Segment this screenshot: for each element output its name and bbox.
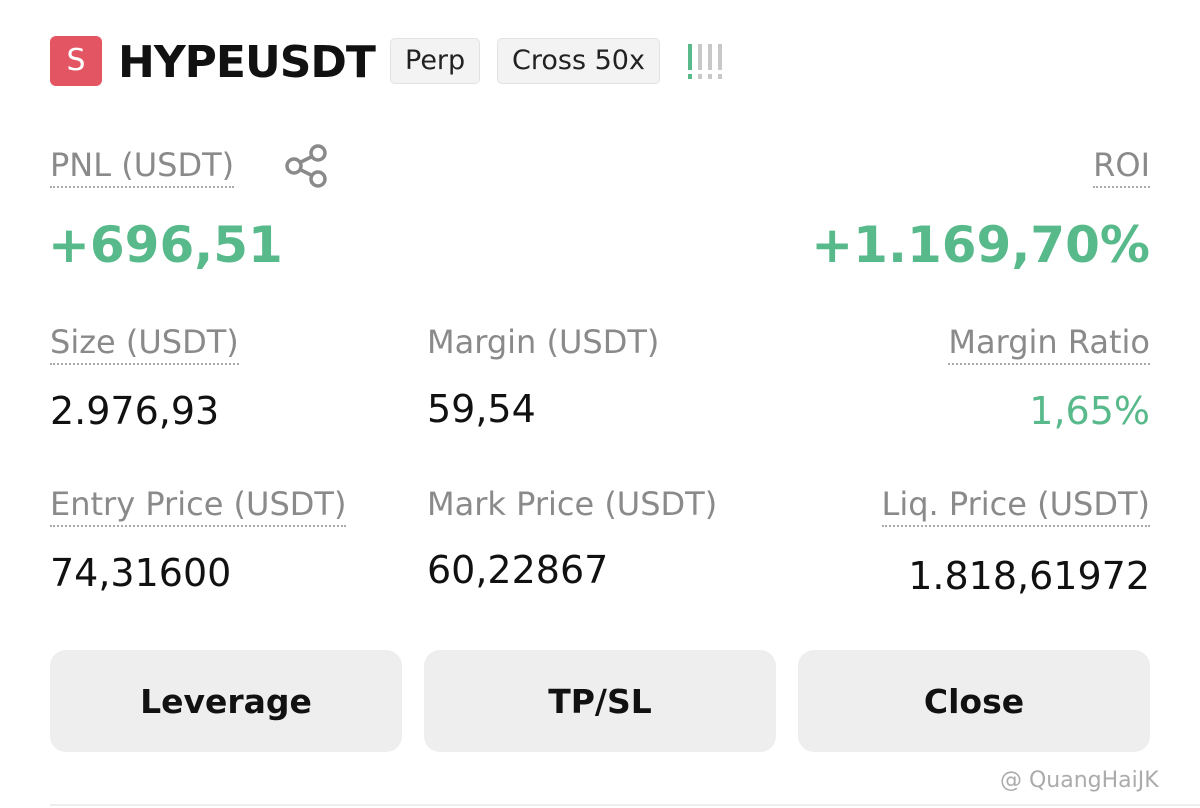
symbol: HYPEUSDT xyxy=(118,37,376,88)
signal-icon xyxy=(688,44,722,79)
value: 1,65% xyxy=(1029,389,1150,433)
value: 60,22867 xyxy=(427,548,609,592)
label: Mark Price (USDT) xyxy=(427,485,718,523)
value: 1.818,61972 xyxy=(908,554,1150,598)
leverage-button[interactable]: Leverage xyxy=(50,650,402,752)
value: 2.976,93 xyxy=(50,389,220,433)
label: Entry Price (USDT) xyxy=(50,483,347,527)
label: ROI xyxy=(1093,144,1150,188)
tag: Cross 50x xyxy=(497,38,660,84)
label: Liq. Price (USDT) xyxy=(881,483,1150,527)
tag: Perp xyxy=(390,38,481,84)
label: Size (USDT) xyxy=(50,321,239,365)
symbol-badge: S xyxy=(50,36,102,86)
roi-value: +1.169,70% xyxy=(811,216,1150,274)
label: Margin (USDT) xyxy=(427,323,660,361)
share-icon[interactable] xyxy=(284,143,330,189)
close-button[interactable]: Close xyxy=(798,650,1150,752)
value: 59,54 xyxy=(427,387,536,431)
pnl-value: +696,51 xyxy=(48,216,283,274)
label: Margin Ratio xyxy=(948,321,1150,365)
value: 74,31600 xyxy=(50,551,232,595)
watermark: @ QuangHaiJK xyxy=(1000,768,1159,793)
divider xyxy=(50,804,1200,806)
tpsl-button[interactable]: TP/SL xyxy=(424,650,776,752)
label: PNL (USDT) xyxy=(50,144,235,188)
